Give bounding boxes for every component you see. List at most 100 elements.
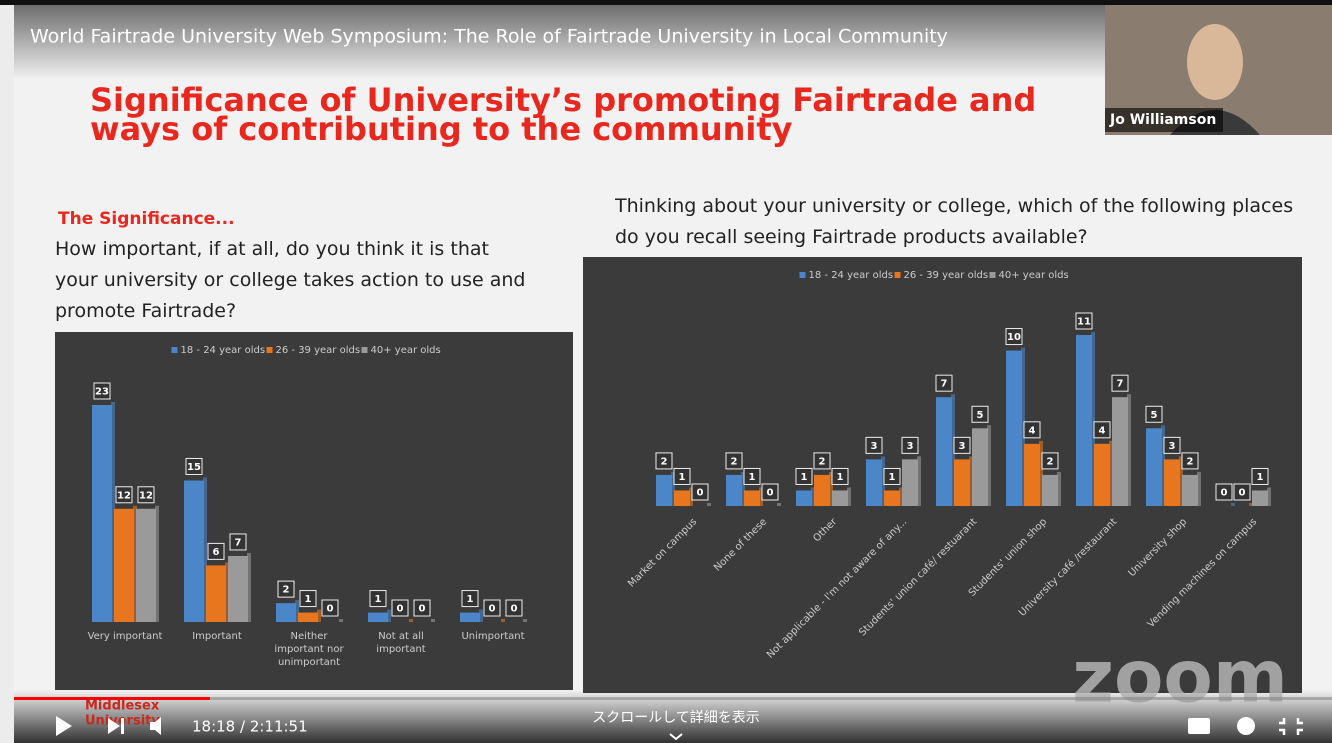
bar-side bbox=[777, 503, 781, 506]
x-tick-label-box: Unimportant bbox=[449, 630, 537, 690]
value-label: 1 bbox=[375, 594, 382, 605]
x-tick-label-box: Very important bbox=[81, 630, 169, 690]
left-question: How important, if at all, do you think i… bbox=[55, 234, 535, 327]
bar bbox=[228, 556, 248, 622]
bar-side bbox=[523, 619, 527, 622]
logo: Middlesex bbox=[85, 699, 160, 714]
bar bbox=[92, 405, 112, 622]
value-label: 0 bbox=[489, 604, 496, 615]
bar-side bbox=[431, 619, 435, 622]
value-label: 7 bbox=[235, 537, 242, 548]
value-label: 2 bbox=[661, 456, 668, 467]
progress-played[interactable] bbox=[14, 697, 210, 700]
slide-title: ways of contributing to the community bbox=[90, 110, 793, 148]
left-heading: The Significance... bbox=[58, 209, 235, 229]
legend-swatch bbox=[895, 272, 901, 278]
bar bbox=[744, 490, 760, 506]
right-question: Thinking about your university or colleg… bbox=[615, 191, 1295, 253]
bar-side bbox=[707, 503, 711, 506]
value-label: 0 bbox=[1221, 488, 1228, 499]
bar bbox=[1094, 444, 1110, 506]
bar bbox=[184, 480, 204, 622]
legend-label: 40+ year olds bbox=[999, 270, 1069, 281]
value-label: 5 bbox=[977, 410, 984, 421]
legend-swatch bbox=[800, 272, 806, 278]
participant-name: Jo Williamson bbox=[1109, 112, 1216, 128]
value-label: 5 bbox=[1151, 410, 1158, 421]
value-label: 12 bbox=[139, 490, 153, 501]
bar-side bbox=[409, 619, 413, 622]
bar bbox=[298, 613, 318, 622]
right-question-box: Thinking about your university or colleg… bbox=[615, 191, 1295, 261]
value-label: 12 bbox=[117, 490, 131, 501]
bar bbox=[814, 475, 830, 506]
bar-side bbox=[501, 619, 505, 622]
legend-swatch bbox=[267, 347, 273, 353]
value-label: 6 bbox=[213, 547, 220, 558]
value-label: 3 bbox=[871, 441, 878, 452]
legend-swatch bbox=[990, 272, 996, 278]
left-question-box: How important, if at all, do you think i… bbox=[55, 234, 535, 334]
scroll-hint[interactable]: スクロールして詳細を表示 bbox=[592, 710, 760, 726]
bar bbox=[1252, 490, 1268, 506]
value-label: 1 bbox=[467, 594, 474, 605]
bar bbox=[884, 490, 900, 506]
value-label: 3 bbox=[959, 441, 966, 452]
page: World Fairtrade University Web Symposium… bbox=[0, 0, 1332, 743]
value-label: 0 bbox=[327, 604, 334, 615]
bar bbox=[460, 613, 480, 622]
captions-button[interactable] bbox=[1188, 718, 1210, 734]
x-tick-label: Neither important nor unimportant bbox=[265, 630, 353, 669]
legend-label: 26 - 39 year olds bbox=[904, 270, 989, 281]
legend-label: 40+ year olds bbox=[371, 345, 441, 356]
value-label: 0 bbox=[1239, 488, 1246, 499]
value-label: 4 bbox=[1099, 425, 1106, 436]
participant-face bbox=[1187, 24, 1243, 100]
bar bbox=[1112, 397, 1128, 506]
bar bbox=[954, 459, 970, 506]
x-tick-label: Unimportant bbox=[449, 630, 537, 643]
screen: World Fairtrade University Web Symposium… bbox=[0, 0, 1332, 743]
value-label: 4 bbox=[1029, 425, 1036, 436]
bar bbox=[796, 490, 812, 506]
value-label: 0 bbox=[697, 488, 704, 499]
bar-side bbox=[339, 619, 343, 622]
value-label: 0 bbox=[397, 604, 404, 615]
bar bbox=[114, 509, 134, 622]
x-tick-label-box: Important bbox=[173, 630, 261, 690]
bar bbox=[1164, 459, 1180, 506]
legend-swatch bbox=[362, 347, 368, 353]
value-label: 1 bbox=[679, 472, 686, 483]
bar bbox=[1146, 428, 1162, 506]
value-label: 2 bbox=[1047, 456, 1054, 467]
legend-label: 26 - 39 year olds bbox=[276, 345, 361, 356]
bar bbox=[1042, 475, 1058, 506]
bar bbox=[674, 490, 690, 506]
legend-label: 18 - 24 year olds bbox=[181, 345, 266, 356]
value-label: 1 bbox=[305, 594, 312, 605]
value-label: 1 bbox=[801, 472, 808, 483]
bar bbox=[136, 509, 156, 622]
value-label: 1 bbox=[749, 472, 756, 483]
value-label: 11 bbox=[1077, 317, 1091, 328]
x-tick-label-box: Neither important nor unimportant bbox=[265, 630, 353, 690]
value-label: 1 bbox=[889, 472, 896, 483]
bar bbox=[902, 459, 918, 506]
bar bbox=[1182, 475, 1198, 506]
value-label: 0 bbox=[511, 604, 518, 615]
value-label: 10 bbox=[1007, 332, 1021, 343]
value-label: 23 bbox=[95, 387, 109, 398]
value-label: 15 bbox=[187, 462, 201, 473]
x-tick-label: Important bbox=[173, 630, 261, 643]
bar bbox=[276, 603, 296, 622]
value-label: 2 bbox=[731, 456, 738, 467]
value-label: 2 bbox=[819, 456, 826, 467]
value-label: 2 bbox=[283, 585, 290, 596]
value-label: 1 bbox=[1257, 472, 1264, 483]
value-label: 7 bbox=[941, 379, 948, 390]
progress-track[interactable] bbox=[14, 697, 1332, 700]
settings-button[interactable] bbox=[1237, 717, 1255, 735]
time: 18:18 / 2:11:51 bbox=[192, 718, 308, 736]
legend-label: 18 - 24 year olds bbox=[809, 270, 894, 281]
x-tick-label: Very important bbox=[81, 630, 169, 643]
